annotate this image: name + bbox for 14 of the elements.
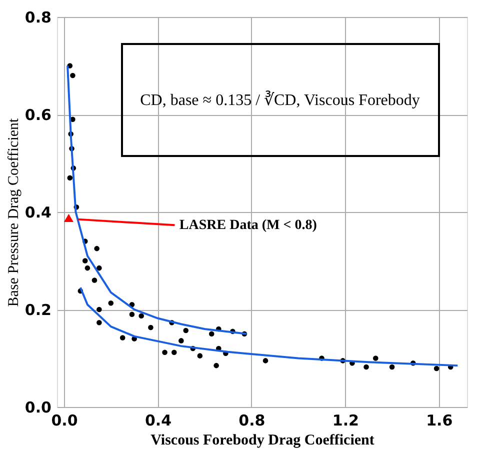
y-tick-label: 0.8 — [24, 8, 52, 26]
x-tick-label: 0.4 — [144, 412, 172, 430]
x-tick-label: 1.6 — [426, 412, 453, 430]
y-tick-label: 0.4 — [24, 204, 52, 222]
x-tick-label: 0.0 — [51, 412, 78, 430]
y-tick-label: 0.0 — [24, 398, 52, 416]
y-tick-label: 0.2 — [24, 301, 52, 319]
y-tick-label: 0.6 — [24, 106, 52, 124]
text: LASRE Data (M < 0.8) — [179, 218, 318, 234]
x-axis-title: Viscous Forebody Drag Coefficient — [150, 432, 374, 448]
annotation: CD, base ≈ 0.135 / ∛CD, Viscous Forebody — [140, 90, 420, 109]
x-tick-label: 1.2 — [332, 412, 359, 430]
y-axis-title: Base Pressure Drag Coefficient — [6, 117, 22, 307]
x-tick-label: 0.8 — [238, 412, 266, 430]
